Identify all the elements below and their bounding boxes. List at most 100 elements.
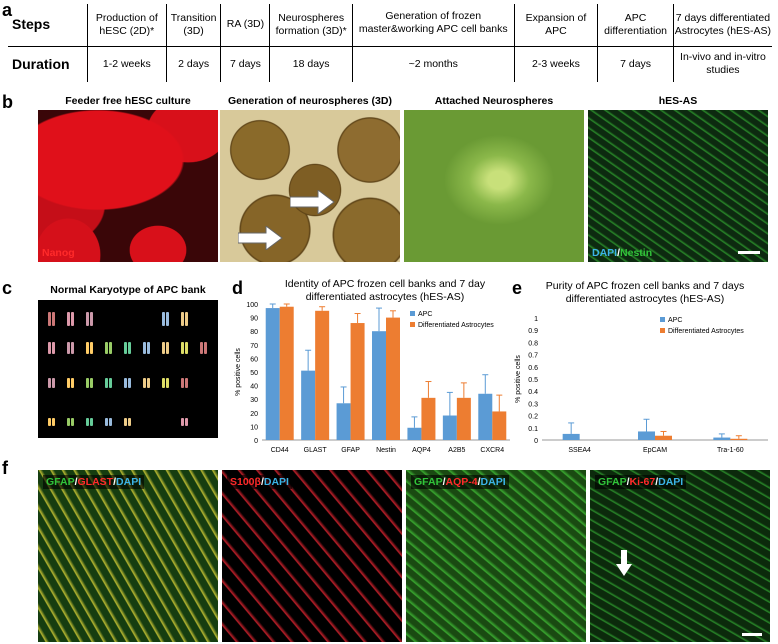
chromosome: [185, 418, 188, 426]
stain-text: DAPI: [658, 476, 684, 488]
protocol-table: Steps Production of hESC (2D)* Transitio…: [8, 4, 772, 82]
stain-text: GFAP: [46, 476, 75, 488]
chromosome: [105, 378, 108, 388]
chromosome: [166, 342, 169, 354]
y-tick-label: 30: [250, 397, 258, 404]
x-tick-label: EpCAM: [643, 447, 667, 454]
chromosome: [147, 378, 150, 388]
duration-cell: In-vivo and in-vitro studies: [672, 46, 772, 82]
chromosome: [181, 418, 184, 426]
chromosome: [166, 378, 169, 388]
stain-text: GFAP: [414, 476, 443, 488]
chromosome: [128, 418, 131, 426]
panel-letter-a: a: [2, 0, 13, 20]
chromosome: [105, 418, 108, 426]
chromosome: [71, 312, 74, 326]
y-tick-label: 0.1: [528, 426, 538, 433]
arrow-icon: [238, 226, 283, 250]
b4-title: hES-AS: [658, 95, 698, 107]
step-cell: 7 days differentiated Astrocytes (hES-AS…: [672, 4, 772, 47]
step-cell: APC differentiation: [597, 4, 674, 47]
chart-e-title-line2: differentiated astrocytes (hES-AS): [565, 293, 725, 305]
bar-differentiated: [315, 310, 330, 440]
b2-title: Generation of neurospheres (3D): [228, 95, 392, 107]
y-tick-label: 40: [250, 384, 258, 391]
chromosome: [67, 378, 70, 388]
chromosome: [67, 342, 70, 354]
step-cell: Production of hESC (2D)*: [86, 4, 167, 47]
y-tick-label: 0: [254, 438, 258, 445]
bar-apc: [638, 431, 655, 440]
chart-e-title: Purity of APC frozen cell banks and 7 da…: [520, 280, 770, 306]
arrow-icon: [290, 190, 335, 214]
panel-letter-f: f: [2, 458, 8, 478]
duration-cell: 7 days: [220, 46, 270, 82]
stain-text: /: [113, 476, 117, 488]
chromosome: [181, 342, 184, 354]
chromosome: [71, 418, 74, 426]
y-tick-label: 0.8: [528, 340, 538, 347]
f2-stain-label: S100β/DAPI: [227, 475, 292, 489]
stain-text: GFAP: [598, 476, 627, 488]
nestin-text: Nestin: [620, 247, 653, 259]
attached-neurospheres-image: [404, 110, 584, 262]
f4-stain-label: GFAP/Ki-67/DAPI: [595, 475, 687, 489]
chromosome: [86, 342, 89, 354]
legend-label: Differentiated Astrocytes: [668, 328, 744, 335]
chromosome: [90, 312, 93, 326]
bar-differentiated: [421, 397, 436, 440]
nanog-label: Nanog: [42, 247, 75, 259]
chromosome: [124, 418, 127, 426]
legend-label: APC: [668, 317, 682, 324]
dapi-text: DAPI: [592, 247, 618, 259]
chromosome: [48, 418, 51, 426]
x-tick-label: Tra-1-60: [717, 447, 744, 454]
x-tick-label: AQP4: [412, 447, 431, 454]
chromosome: [67, 312, 70, 326]
legend-swatch: [410, 322, 415, 327]
y-tick-label: 70: [250, 343, 258, 350]
y-tick-label: 80: [250, 329, 258, 336]
chromosome: [204, 342, 207, 354]
chromosome: [105, 342, 108, 354]
duration-cell: 1-2 weeks: [86, 46, 167, 82]
steps-label: Steps: [8, 4, 88, 47]
panel-letter-d: d: [232, 278, 243, 298]
duration-label: Duration: [12, 55, 70, 72]
x-tick-label: CD44: [271, 447, 289, 454]
stain-text: /: [74, 476, 78, 488]
y-tick-label: 90: [250, 316, 258, 323]
dapi-nestin-label: DAPI/Nestin: [592, 247, 652, 259]
chromosome: [181, 312, 184, 326]
stain-text: /: [260, 476, 264, 488]
arrow-down-icon: [616, 550, 632, 576]
chromosome: [52, 418, 55, 426]
f4-image: GFAP/Ki-67/DAPI: [590, 470, 770, 642]
bar-differentiated: [730, 438, 748, 440]
neurospheres-image: [220, 110, 400, 262]
bar-apc: [562, 433, 580, 440]
karyotype-image: [38, 300, 218, 438]
chromosome: [90, 342, 93, 354]
duration-cell: ~2 months: [351, 46, 515, 82]
y-tick-label: 20: [250, 411, 258, 418]
stain-text: AQP-4: [445, 476, 478, 488]
f2-image: S100β/DAPI: [222, 470, 402, 642]
stain-text: /: [477, 476, 481, 488]
y-tick-label: 100: [246, 302, 258, 309]
legend-swatch: [660, 317, 665, 322]
panel-letter-c: c: [2, 278, 13, 298]
chromosome: [143, 378, 146, 388]
chromosome: [162, 378, 165, 388]
bar-apc: [265, 308, 280, 440]
y-tick-label: 10: [250, 424, 258, 431]
step-cell: Generation of frozen master&working APC …: [351, 4, 515, 47]
step-cell: Transition (3D): [165, 4, 221, 47]
chromosome: [128, 378, 131, 388]
y-tick-label: 0.9: [528, 328, 538, 335]
karyotype-title: Normal Karyotype of APC bank: [50, 284, 206, 296]
chromosome: [48, 312, 51, 326]
stain-text: /: [442, 476, 446, 488]
chromosome: [52, 312, 55, 326]
legend-swatch: [660, 328, 665, 333]
